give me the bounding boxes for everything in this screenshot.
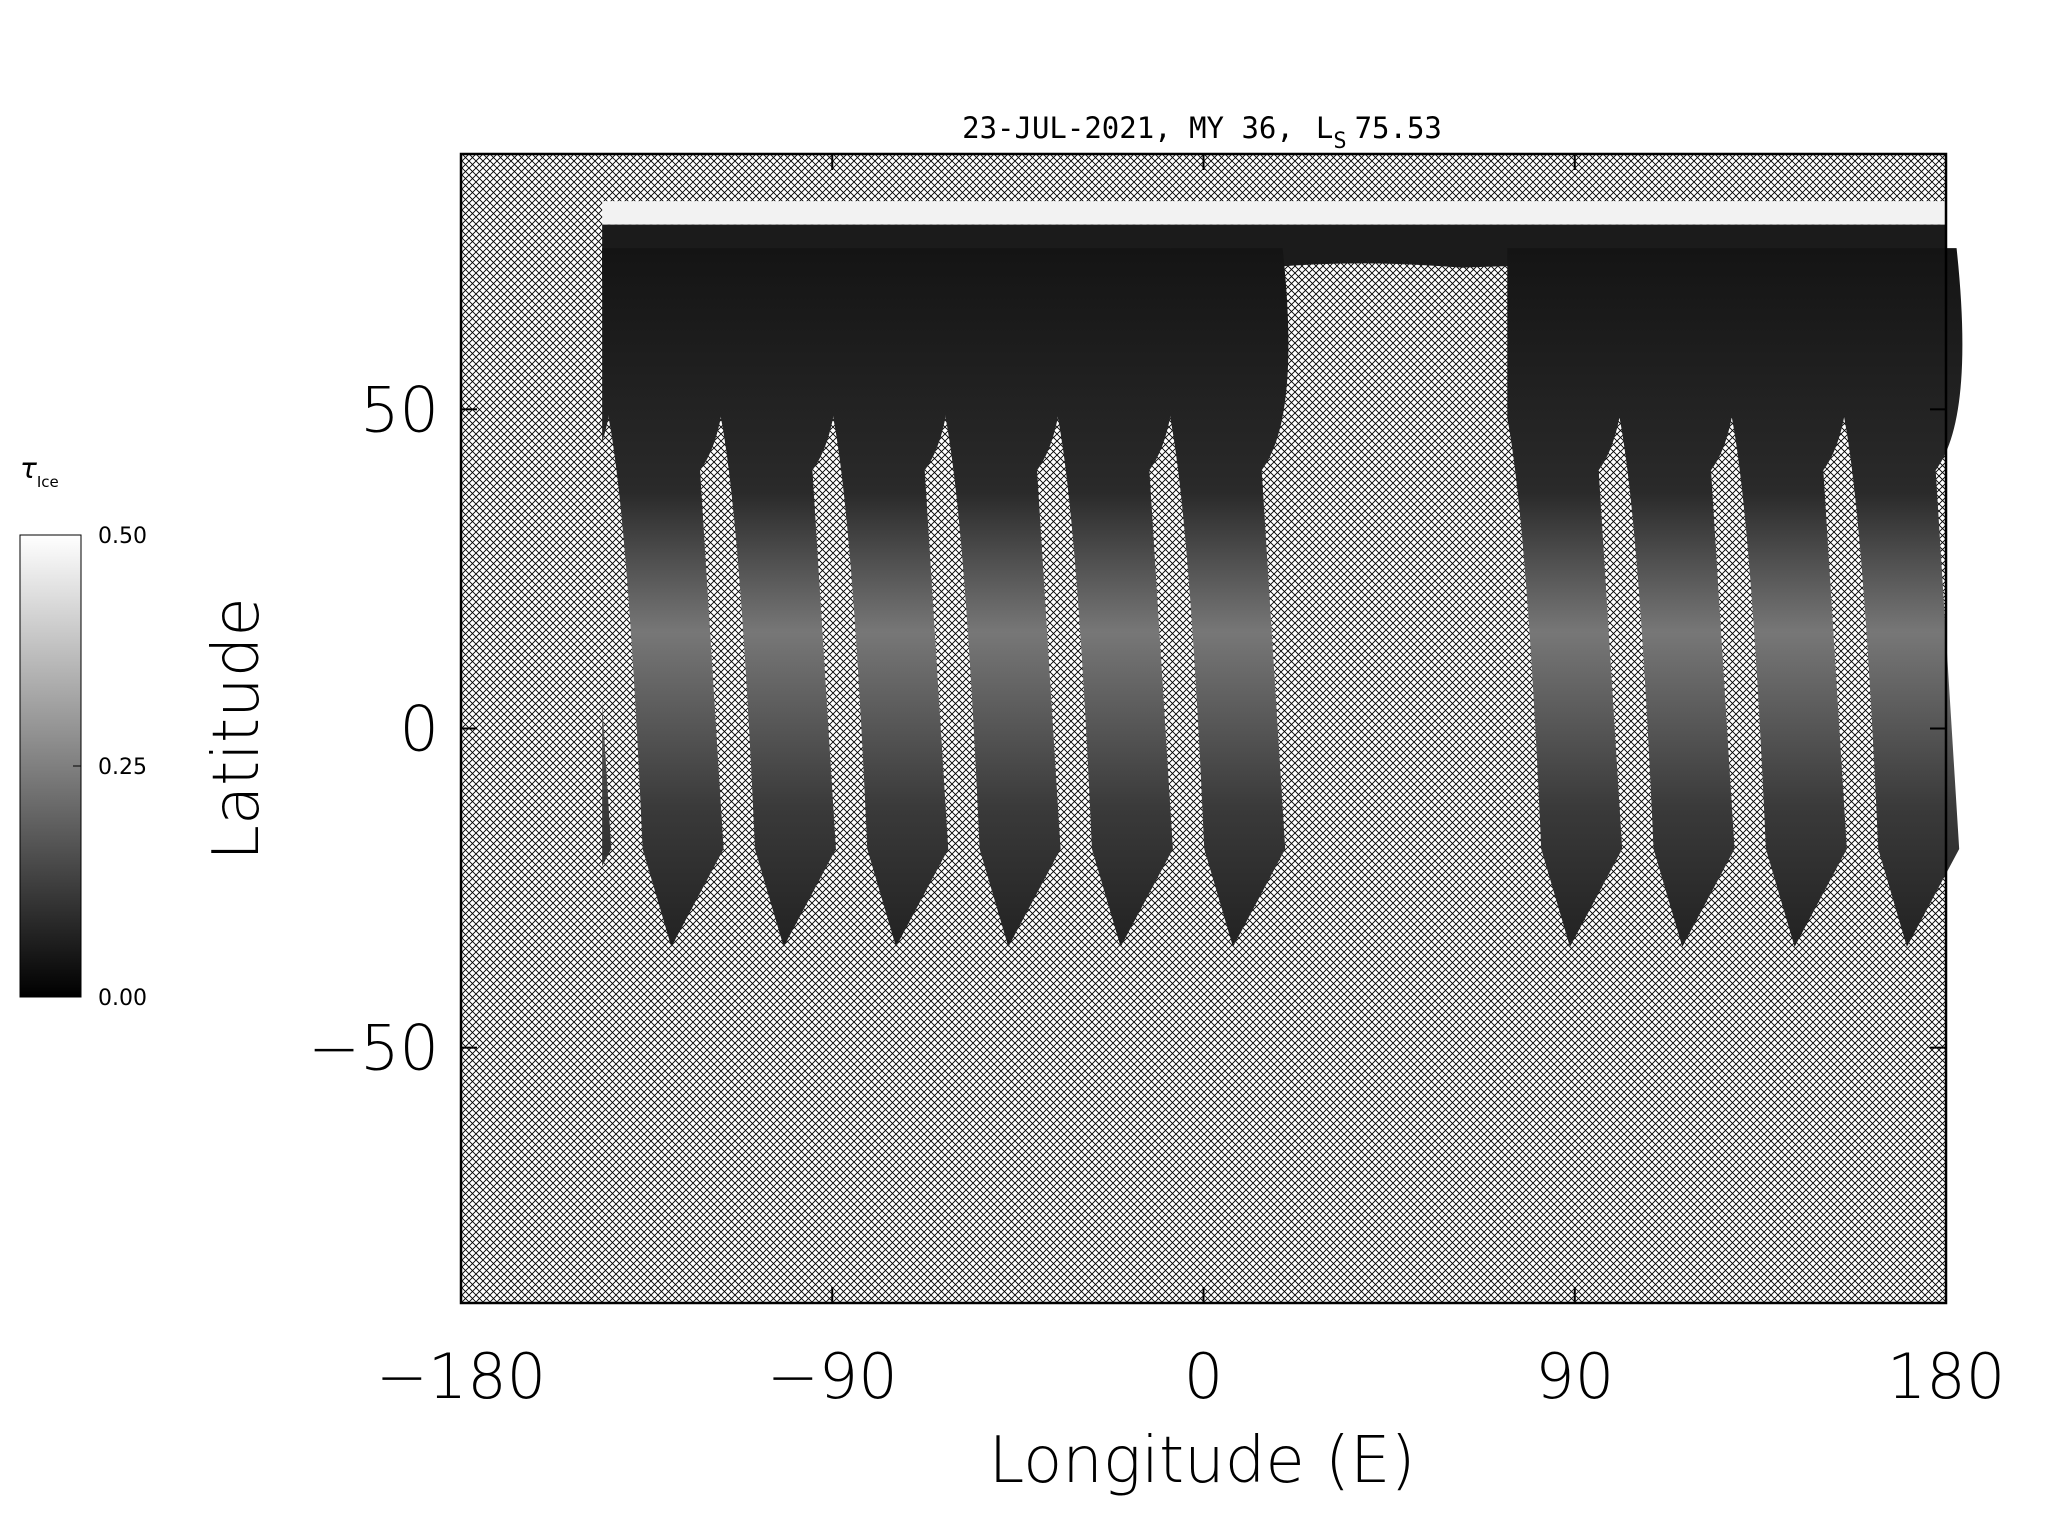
swath [1170, 248, 1289, 947]
title-ls-value: 75.53 [1355, 111, 1442, 145]
x-tick-label: 180 [1887, 1340, 2005, 1413]
title-ls-sub: S [1333, 129, 1346, 154]
swath [945, 248, 1064, 947]
x-tick-label: 90 [1535, 1340, 1614, 1413]
y-tick-label: −50 [308, 1012, 439, 1085]
colorbar-symbol: τ [20, 452, 37, 485]
colorbar-subscript: Ice [37, 473, 59, 491]
x-tick-label: −90 [767, 1340, 898, 1413]
colorbar [19, 534, 82, 998]
colorbar-label: τIce [20, 452, 59, 491]
swath [1507, 248, 1626, 947]
colorbar-tick-label: 0.25 [98, 755, 147, 780]
y-tick-label: 50 [360, 373, 439, 446]
y-axis-label: Latitude [200, 597, 274, 860]
polar-cap [602, 201, 1947, 225]
swath [1731, 248, 1851, 947]
swath [608, 248, 727, 947]
swath [1619, 248, 1738, 947]
map-image [602, 201, 1963, 947]
swath [720, 248, 840, 947]
swath [1844, 248, 1963, 947]
colorbar-tick-label: 0.50 [98, 524, 147, 549]
swath [833, 248, 952, 947]
chart-title: 23-JUL-2021, MY 36, LS 75.53 [962, 111, 1442, 154]
x-axis-label: Longitude (E) [989, 1424, 1416, 1498]
title-ls: L [1316, 111, 1333, 145]
x-tick-label: 0 [1184, 1340, 1223, 1413]
title-main: 23-JUL-2021, MY 36, [962, 111, 1294, 145]
y-tick-label: 0 [400, 693, 439, 766]
colorbar-tick-label: 0.00 [98, 986, 147, 1011]
swath [602, 248, 615, 867]
x-tick-label: −180 [376, 1340, 546, 1413]
swath [1057, 248, 1177, 947]
